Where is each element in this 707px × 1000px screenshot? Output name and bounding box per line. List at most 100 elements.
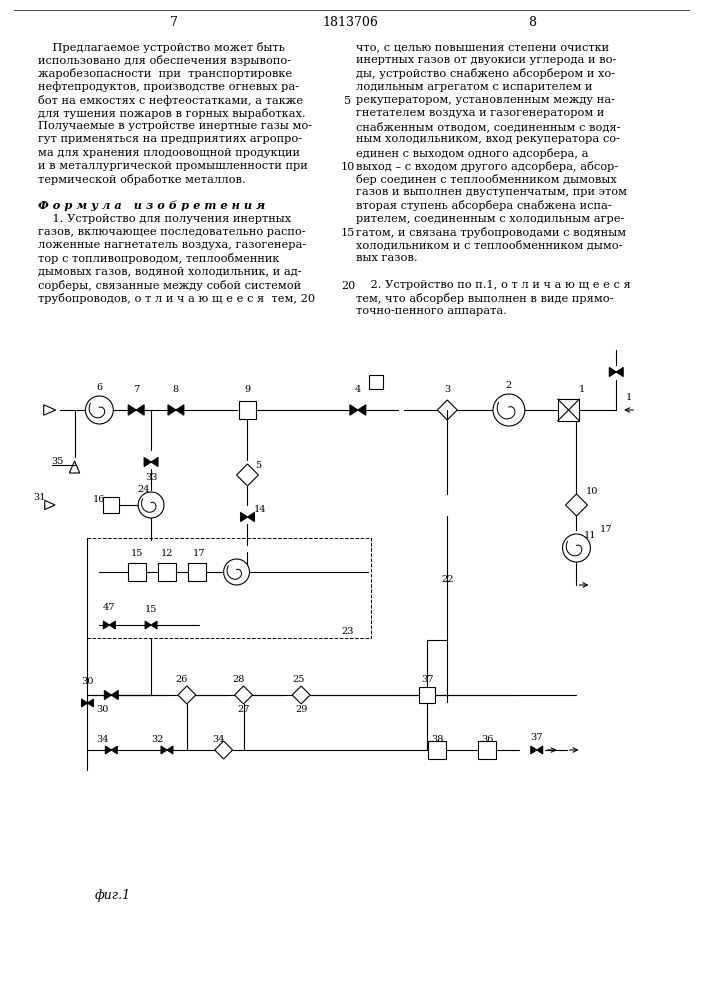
Bar: [428, 741, 446, 759]
Text: вторая ступень абсорбера снабжена испа-: вторая ступень абсорбера снабжена испа-: [356, 200, 612, 211]
Text: 8: 8: [527, 15, 536, 28]
Circle shape: [138, 492, 164, 518]
Text: 23: 23: [341, 628, 354, 637]
Text: 17: 17: [600, 526, 612, 534]
Polygon shape: [110, 621, 115, 629]
Text: тор с топливопроводом, теплообменник: тор с топливопроводом, теплообменник: [37, 253, 279, 264]
Polygon shape: [145, 621, 151, 629]
Text: 25: 25: [292, 674, 305, 684]
Text: нефтепродуктов, производстве огневых ра-: нефтепродуктов, производстве огневых ра-: [37, 82, 299, 92]
Bar: [369, 375, 382, 389]
Text: 27: 27: [238, 704, 250, 714]
Polygon shape: [168, 405, 176, 415]
Polygon shape: [215, 741, 233, 759]
Polygon shape: [609, 367, 617, 377]
Polygon shape: [178, 686, 196, 704]
Text: что, с целью повышения степени очистки: что, с целью повышения степени очистки: [356, 42, 609, 52]
Text: 4: 4: [355, 385, 361, 394]
Text: лодильным агрегатом с испарителем и: лодильным агрегатом с испарителем и: [356, 82, 592, 92]
Text: 20: 20: [341, 281, 355, 291]
Text: 26: 26: [176, 674, 188, 684]
Text: 37: 37: [530, 732, 543, 742]
Text: 22: 22: [441, 576, 453, 584]
Bar: [558, 399, 580, 421]
Text: 6: 6: [96, 383, 103, 392]
Text: 1. Устройство для получения инертных: 1. Устройство для получения инертных: [37, 214, 291, 224]
Bar: [158, 563, 176, 581]
Text: 32: 32: [151, 734, 163, 744]
Text: 30: 30: [81, 676, 93, 686]
Text: бер соединен с теплообменником дымовых: бер соединен с теплообменником дымовых: [356, 174, 617, 185]
Text: газов и выполнен двуступенчатым, при этом: газов и выполнен двуступенчатым, при это…: [356, 187, 627, 197]
Text: 1: 1: [626, 393, 632, 402]
Polygon shape: [617, 367, 623, 377]
Text: вых газов.: вых газов.: [356, 253, 417, 263]
Text: 12: 12: [160, 550, 173, 558]
Text: ды, устройство снабжено абсорбером и хо-: ды, устройство снабжено абсорбером и хо-: [356, 68, 615, 79]
Text: 5: 5: [344, 96, 351, 106]
Text: 16: 16: [93, 495, 105, 504]
Text: 10: 10: [341, 162, 355, 172]
Text: 38: 38: [431, 736, 443, 744]
Polygon shape: [350, 405, 358, 415]
Bar: [478, 741, 496, 759]
Text: 30: 30: [96, 704, 109, 714]
Text: Предлагаемое устройство может быть: Предлагаемое устройство может быть: [37, 42, 285, 53]
Polygon shape: [176, 405, 184, 415]
Text: трубопроводов, о т л и ч а ю щ е е с я  тем, 20: трубопроводов, о т л и ч а ю щ е е с я т…: [37, 293, 315, 304]
Bar: [238, 401, 257, 419]
Polygon shape: [144, 457, 151, 467]
Text: и в металлургической промышленности при: и в металлургической промышленности при: [37, 161, 308, 171]
Text: тем, что абсорбер выполнен в виде прямо-: тем, что абсорбер выполнен в виде прямо-: [356, 293, 614, 304]
Polygon shape: [151, 457, 158, 467]
Text: ным холодильником, вход рекуператора со-: ным холодильником, вход рекуператора со-: [356, 134, 620, 144]
Polygon shape: [292, 686, 310, 704]
Text: использовано для обеспечения взрывопо-: использовано для обеспечения взрывопо-: [37, 55, 291, 66]
Polygon shape: [240, 512, 247, 522]
Text: выход – с входом другого адсорбера, абсор-: выход – с входом другого адсорбера, абсо…: [356, 161, 618, 172]
Polygon shape: [438, 400, 457, 420]
Polygon shape: [537, 746, 543, 754]
Text: рителем, соединенным с холодильным агре-: рителем, соединенным с холодильным агре-: [356, 214, 624, 224]
Polygon shape: [136, 405, 144, 415]
Text: 35: 35: [52, 458, 64, 466]
Polygon shape: [235, 686, 252, 704]
Text: 29: 29: [295, 704, 308, 714]
Text: 47: 47: [103, 603, 115, 612]
Text: 10: 10: [586, 488, 599, 496]
Text: Ф о р м у л а   и з о б р е т е н и я: Ф о р м у л а и з о б р е т е н и я: [37, 200, 265, 211]
Text: 2. Устройство по п.1, о т л и ч а ю щ е е с я: 2. Устройство по п.1, о т л и ч а ю щ е …: [356, 280, 631, 290]
Text: снабженным отводом, соединенным с водя-: снабженным отводом, соединенным с водя-: [356, 121, 620, 132]
Text: 7: 7: [170, 15, 178, 28]
Text: 5: 5: [255, 460, 262, 470]
Polygon shape: [111, 746, 117, 754]
Text: единен с выходом одного адсорбера, а: единен с выходом одного адсорбера, а: [356, 148, 588, 159]
Text: 31: 31: [33, 493, 46, 502]
Text: 1813706: 1813706: [323, 15, 379, 28]
Polygon shape: [566, 494, 588, 516]
Text: рекуператором, установленным между на-: рекуператором, установленным между на-: [356, 95, 615, 105]
Text: 36: 36: [481, 736, 493, 744]
Text: 33: 33: [145, 474, 158, 483]
Text: 34: 34: [212, 734, 225, 744]
Bar: [419, 687, 436, 703]
Text: газов, включающее последовательно распо-: газов, включающее последовательно распо-: [37, 227, 305, 237]
Circle shape: [563, 534, 590, 562]
Text: гут применяться на предприятиях агропро-: гут применяться на предприятиях агропро-: [37, 134, 302, 144]
Text: для тушения пожаров в горных выработках.: для тушения пожаров в горных выработках.: [37, 108, 305, 119]
Polygon shape: [81, 699, 88, 707]
Polygon shape: [111, 690, 118, 700]
Text: сорберы, связанные между собой системой: сорберы, связанные между собой системой: [37, 280, 301, 291]
Polygon shape: [105, 690, 111, 700]
Text: ложенные нагнетатель воздуха, газогенера-: ложенные нагнетатель воздуха, газогенера…: [37, 240, 306, 250]
Polygon shape: [105, 746, 111, 754]
Text: 24: 24: [138, 486, 151, 494]
Bar: [88, 538, 370, 638]
Polygon shape: [358, 405, 366, 415]
Polygon shape: [237, 464, 259, 486]
Text: фиг.1: фиг.1: [95, 888, 131, 902]
Polygon shape: [88, 699, 93, 707]
Text: 11: 11: [584, 530, 597, 540]
Text: 9: 9: [245, 385, 250, 394]
Text: точно-пенного аппарата.: точно-пенного аппарата.: [356, 306, 507, 316]
